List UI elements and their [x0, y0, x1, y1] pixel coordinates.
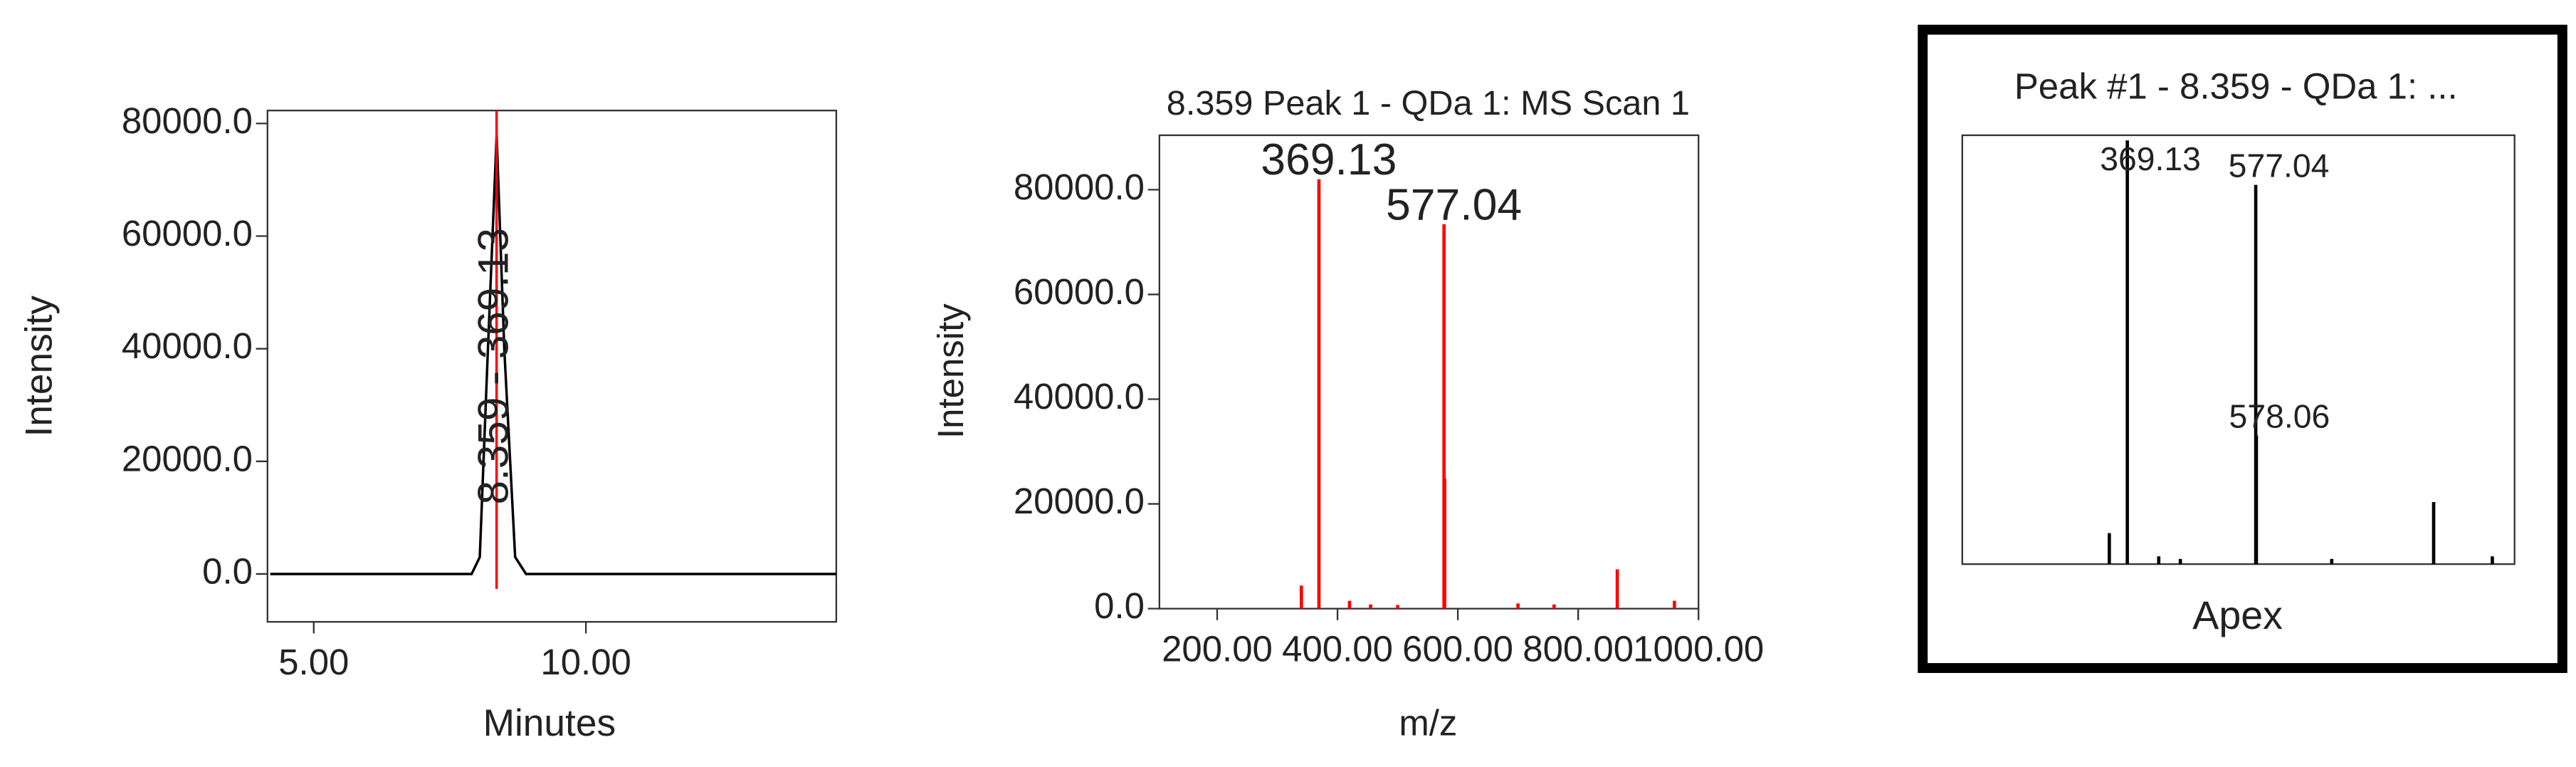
y-tick-label: 40000.0 [122, 325, 253, 366]
x-tick-label: 1000.00 [1633, 628, 1764, 669]
x-axis-label: m/z [1399, 703, 1457, 743]
y-tick-label: 60000.0 [1014, 271, 1145, 312]
x-tick-label: 200.00 [1162, 628, 1273, 669]
y-axis-label: Intensity [930, 303, 971, 439]
plot-frame [1961, 134, 2515, 565]
chromatogram-line [270, 135, 836, 575]
plot-frame [1158, 134, 1700, 610]
peak-label: 577.04 [1386, 179, 1522, 229]
panel-frame [1918, 24, 2567, 673]
y-tick-label: 0.0 [202, 551, 253, 591]
x-tick-label: 10.00 [540, 642, 631, 682]
x-tick-label: 400.00 [1282, 628, 1393, 669]
plot-frame [266, 110, 838, 623]
x-tick-label: 600.00 [1402, 628, 1513, 669]
panel-title: Peak #1 - 8.359 - QDa 1: ... [2014, 66, 2458, 107]
x-tick-label: 5.00 [278, 642, 349, 682]
panel-caption: Apex [2192, 593, 2283, 637]
peak-label: 577.04 [2229, 147, 2330, 184]
y-tick-label: 80000.0 [122, 100, 253, 141]
y-tick-label: 40000.0 [1014, 376, 1145, 417]
x-tick-label: 800.00 [1523, 628, 1634, 669]
chart-title: 8.359 Peak 1 - QDa 1: MS Scan 1 [1167, 84, 1690, 122]
y-tick-label: 60000.0 [122, 213, 253, 254]
peak-label: 578.06 [2229, 398, 2330, 435]
y-tick-label: 20000.0 [1014, 481, 1145, 521]
peak-annotation: 8.359 - 369.13 [469, 228, 517, 504]
y-tick-label: 20000.0 [122, 438, 253, 479]
y-tick-label: 0.0 [1094, 585, 1145, 626]
x-axis-label: Minutes [483, 702, 616, 744]
peak-label: 369.13 [2100, 140, 2201, 177]
y-tick-label: 80000.0 [1014, 167, 1145, 207]
peak-label: 369.13 [1261, 135, 1397, 184]
y-axis-label: Intensity [19, 296, 61, 437]
